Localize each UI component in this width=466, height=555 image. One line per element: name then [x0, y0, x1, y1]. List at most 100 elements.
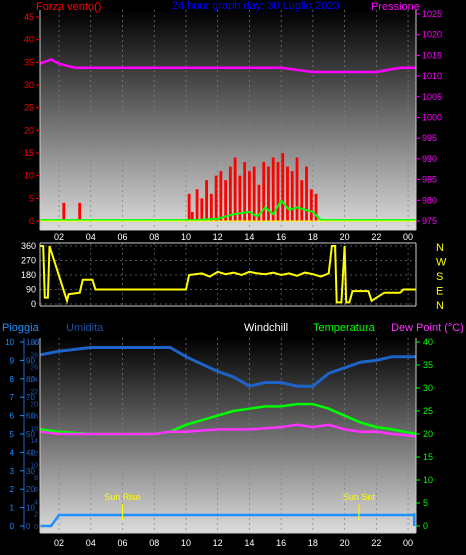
pressure-series-path [39, 58, 416, 74]
rain-tick-label: 6 [10, 412, 15, 421]
temp-x-tick-label: 16 [276, 538, 286, 548]
humidity-series-path [39, 346, 416, 388]
direction-line [40, 245, 416, 305]
direction-left-ticks: 0 90 180 270 360 [21, 241, 36, 309]
temp-tick-label: 10 [423, 475, 433, 485]
wind-bar [281, 153, 285, 221]
rain-tick-label: 3 [10, 467, 15, 476]
pressure-tick-label: 1025 [422, 9, 442, 19]
wind-bar [243, 162, 247, 221]
wind-bar [219, 171, 223, 221]
wind-plot-area [40, 10, 416, 230]
humidity-scale-tick-label: 4 [34, 499, 38, 506]
temp-tick-label: 20 [423, 429, 433, 439]
humidity-scale-tick-label: 30 [30, 340, 38, 347]
pressure-tick-label: 995 [422, 133, 437, 143]
wind-x-tick-label: 18 [308, 232, 318, 242]
temp-x-tick-label: 22 [371, 538, 381, 548]
temp-x-ticks: 02 04 06 08 10 12 14 16 18 20 22 00 [54, 538, 413, 548]
wind-x-tick-label: 10 [181, 232, 191, 242]
wind-bar [187, 193, 191, 221]
humidity-tick-label: 50 [26, 430, 35, 439]
temp-tick-label: 5 [423, 498, 428, 508]
wind-bar [214, 175, 218, 221]
humidity-tick-label: 100 [26, 338, 40, 347]
rain-tick-label: 10 [5, 338, 14, 347]
humidity-scale-tick-label: 6 [34, 487, 38, 494]
humidity-scale-tick-label: 10 [30, 463, 38, 470]
temp-x-tick-label: 08 [149, 538, 159, 548]
wind-x-ticks: 02 04 06 08 10 12 14 16 18 20 22 00 [54, 232, 413, 242]
windchill-legend-label: Windchill [244, 322, 288, 334]
humidity-tick-label: 40 [26, 448, 35, 457]
rain-tick-label: 8 [10, 375, 15, 384]
chart-title: 24 hour graph day: 30 Luglio 2023 [172, 0, 340, 12]
humidity-tick-label: 10 [26, 504, 35, 513]
temp-plot-area [40, 338, 416, 533]
wind-tick-label: 20 [24, 125, 34, 135]
pressure-tick-label: 990 [422, 154, 437, 164]
temp-x-tick-label: 06 [117, 538, 127, 548]
direction-tick-label: 0 [31, 299, 36, 309]
humidity-legend-label: Umidita [66, 322, 104, 334]
wind-bar [271, 157, 275, 221]
direction-tick-label: 90 [26, 285, 36, 295]
sun-annotation-label: Sun Set [343, 492, 376, 502]
wind-left-ticks: 0 5 10 15 20 25 30 35 40 45 [24, 12, 40, 226]
wind-bar [257, 184, 261, 221]
humidity-tick-label: 90 [26, 356, 35, 365]
wind-tick-label: 45 [24, 12, 34, 22]
temp-tick-label: 30 [423, 383, 433, 393]
wind-bar [290, 171, 294, 221]
temp-tick-label: 40 [423, 337, 433, 347]
wind-bar [252, 166, 256, 221]
wind-x-tick-label: 00 [403, 232, 413, 242]
rain-series-path [40, 513, 416, 528]
rain-legend-label: Pioggia [2, 322, 40, 334]
humidity-tick-label: 70 [26, 393, 35, 402]
rain-end-bar [413, 513, 416, 526]
temp-x-tick-label: 00 [403, 538, 413, 548]
temp-x-tick-label: 12 [213, 538, 223, 548]
wind-bar [228, 166, 232, 221]
rain-line [40, 513, 416, 528]
wind-x-tick-label: 06 [117, 232, 127, 242]
green-line [40, 198, 416, 222]
pressure-right-ticks: 975 980 985 990 995 1000 1005 1010 1015 1020 1025 [416, 9, 442, 226]
wind-x-tick-label: 04 [86, 232, 96, 242]
wind-bar [78, 202, 82, 221]
green-series-path [40, 198, 416, 222]
sun-annotation-label: Sun Rise [104, 492, 141, 502]
wind-bar [309, 189, 313, 221]
humidity-scale-tick-label: 0 [34, 524, 38, 531]
humidity-scale-tick-label: 16 [30, 426, 38, 433]
humidity-scale-tick-label: 22 [30, 389, 38, 396]
wind-bar [233, 157, 237, 221]
wind-bar [209, 193, 213, 221]
rain-tick-label: 5 [10, 430, 15, 439]
wind-x-tick-label: 12 [213, 232, 223, 242]
wind-bar [305, 166, 308, 221]
wind-axis-label: Forza vento() [36, 1, 101, 13]
wind-bar [262, 162, 266, 221]
wind-tick-label: 35 [24, 57, 34, 67]
wind-x-tick-label: 16 [276, 232, 286, 242]
wind-tick-label: 30 [24, 80, 34, 90]
dewpoint-legend-label: Dew Point (°C) [391, 322, 464, 334]
wind-bar [267, 166, 270, 221]
pressure-tick-label: 1010 [422, 71, 442, 81]
wind-x-tick-label: 22 [371, 232, 381, 242]
wind-tick-label: 25 [24, 103, 34, 113]
dewpoint-series-path [39, 423, 417, 438]
rain-tick-label: 7 [10, 393, 15, 402]
temp-x-tick-label: 04 [86, 538, 96, 548]
rain-ticks: 0 1 2 3 4 5 6 7 8 9 10 [5, 338, 24, 531]
temp-x-tick-label: 20 [340, 538, 350, 548]
rain-tick-label: 0 [10, 522, 15, 531]
humidity-line [39, 346, 416, 388]
